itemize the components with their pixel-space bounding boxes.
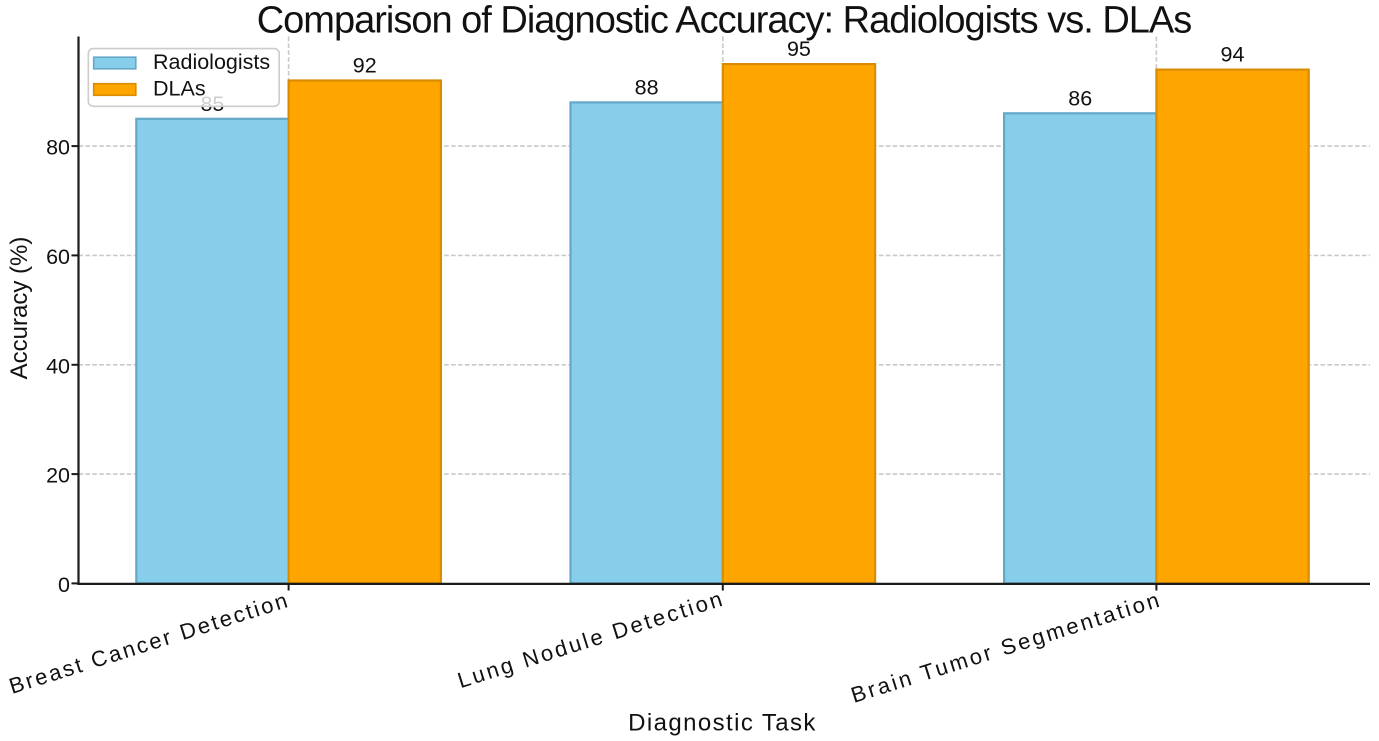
svg-text:95: 95 [787, 37, 811, 61]
svg-text:20: 20 [46, 464, 70, 488]
svg-text:DLAs: DLAs [153, 76, 206, 100]
svg-text:Accuracy (%): Accuracy (%) [6, 237, 33, 380]
svg-text:Radiologists: Radiologists [153, 50, 270, 74]
svg-text:60: 60 [46, 245, 70, 269]
svg-text:92: 92 [353, 54, 377, 78]
svg-text:40: 40 [46, 354, 70, 378]
svg-text:86: 86 [1068, 86, 1092, 110]
svg-text:94: 94 [1221, 43, 1245, 67]
svg-text:0: 0 [58, 573, 70, 597]
svg-text:80: 80 [46, 136, 70, 160]
svg-text:Diagnostic Task: Diagnostic Task [628, 710, 817, 737]
svg-text:88: 88 [635, 76, 659, 100]
svg-text:Comparison of Diagnostic Accur: Comparison of Diagnostic Accuracy: Radio… [257, 0, 1192, 42]
